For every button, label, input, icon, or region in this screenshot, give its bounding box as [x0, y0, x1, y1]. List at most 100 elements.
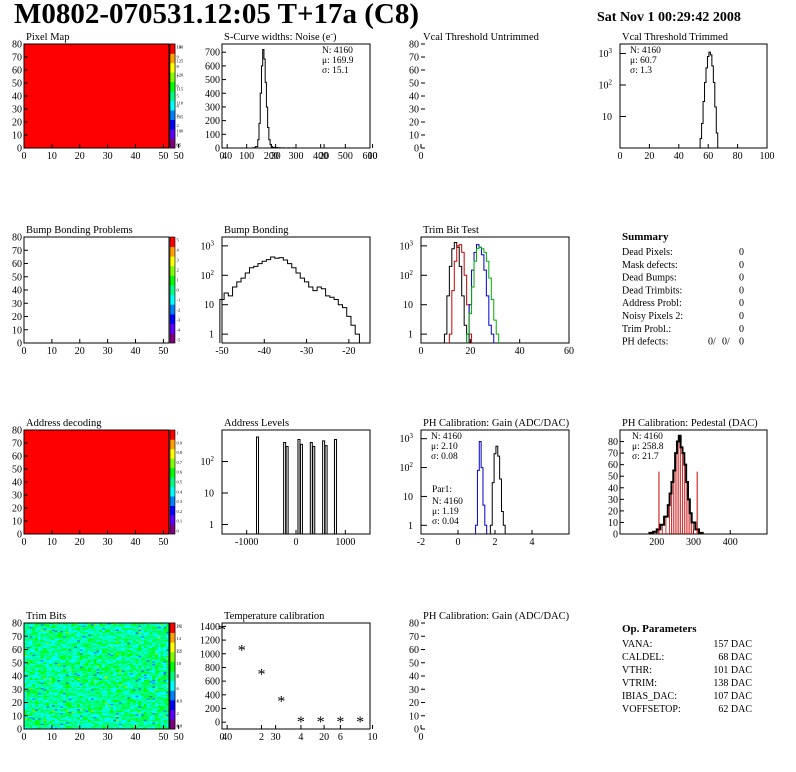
- chart-ph-gain: PH Calibration: Gain (ADC/DAC) -2 0 2 4 103 10…: [400, 418, 570, 548]
- heatmap-cell: [35, 629, 39, 632]
- chart-title: Pixel Map: [26, 32, 69, 43]
- heatmap-cell: [63, 624, 67, 626]
- heatmap-cell: [43, 629, 47, 632]
- palette-label: 5: [177, 94, 180, 99]
- y-tick-label: 40: [12, 478, 22, 489]
- heatmap-cell: [74, 628, 78, 630]
- heatmap-cell: [32, 625, 36, 628]
- heatmap-cell: [32, 623, 36, 625]
- y-tick-label: 80: [409, 40, 419, 51]
- palette-label: 1: [177, 133, 179, 138]
- heatmap-cell: [157, 624, 161, 626]
- palette-swatch: [170, 458, 175, 469]
- address-level-spike: [299, 443, 303, 534]
- heatmap-cell: [143, 626, 147, 629]
- heatmap-cell: [143, 628, 147, 630]
- heatmap-cell: [118, 623, 122, 625]
- heatmap-cell: [157, 626, 161, 629]
- heatmap-cell: [127, 624, 131, 626]
- heatmap-cell: [74, 626, 78, 629]
- y-tick-label: 10: [602, 112, 612, 123]
- heatmap-cell: [40, 623, 44, 625]
- trim-bit-series: [448, 244, 473, 343]
- y-tick-label: 30: [12, 105, 22, 116]
- address-level-spike: [283, 442, 287, 534]
- heatmap-cell: [85, 623, 89, 625]
- heatmap-cell: [146, 629, 150, 632]
- x-tick-label: 1000: [335, 537, 355, 548]
- heatmap-cell: [35, 625, 39, 628]
- histogram-line: [698, 51, 720, 149]
- heatmap-cell: [138, 625, 142, 628]
- y-tick-label: 10: [204, 489, 214, 500]
- chart-title: Address decoding: [26, 418, 102, 429]
- heatmap-fill: [24, 44, 169, 148]
- y-tick-label: 0: [17, 144, 22, 155]
- heatmap-cell: [155, 624, 159, 626]
- y-tick-label: 70: [12, 53, 22, 64]
- heatmap-cell: [132, 623, 136, 625]
- heatmap-cell: [68, 626, 72, 629]
- heatmap-cell: [107, 623, 111, 625]
- heatmap-cell: [141, 630, 145, 633]
- x-tick-label: 400: [313, 151, 328, 162]
- heatmap-cell: [88, 624, 92, 626]
- heatmap-cell: [146, 624, 150, 626]
- heatmap-cell: [149, 624, 153, 626]
- heatmap-cell: [68, 630, 72, 633]
- heatmap-cell: [99, 625, 103, 628]
- palette-label: 120: [177, 73, 185, 78]
- heatmap-cell: [43, 624, 47, 626]
- heatmap-cell: [71, 623, 75, 625]
- heatmap-cell: [152, 628, 156, 630]
- heatmap-cell: [96, 625, 100, 628]
- address-level-spike: [256, 436, 260, 534]
- stats-sigma: σ: 0.08: [431, 452, 458, 462]
- heatmap-cell: [24, 628, 28, 630]
- y-tick-label: 40: [12, 92, 22, 103]
- heatmap-cell: [60, 628, 64, 630]
- palette-frame: [169, 43, 176, 149]
- heatmap-cell: [146, 630, 150, 633]
- heatmap-cell: [102, 624, 106, 626]
- heatmap-cell: [143, 623, 147, 625]
- x-tick-label: 0: [22, 346, 27, 357]
- palette-swatch: [170, 439, 175, 450]
- palette-label: 0.9: [177, 440, 183, 445]
- heatmap-cell: [99, 630, 103, 633]
- chart-scurve-widths: S-Curve widths: Noise (e-)0 100 200 300 400 5…: [205, 29, 378, 162]
- palette-swatch: [170, 333, 175, 344]
- heatmap-cell: [43, 630, 47, 633]
- heatmap-cell: [132, 628, 136, 630]
- histogram-line: [219, 256, 360, 343]
- heatmap-cell: [60, 626, 64, 629]
- heatmap-cell: [63, 626, 67, 629]
- chart-vcal-trimmed: Vcal Threshold Trimmed 0 20 40 60 80 100 103 102…: [599, 32, 775, 162]
- heatmap-cell: [113, 628, 117, 630]
- heatmap-cell: [135, 623, 139, 625]
- heatmap-cell: [37, 629, 42, 632]
- y-tick-label: 102: [599, 78, 613, 91]
- heatmap-cell: [116, 628, 120, 630]
- heatmap-cell: [121, 629, 125, 632]
- x-tick-label: 30: [103, 346, 113, 357]
- par1-entries: N: 4160: [432, 497, 463, 507]
- heatmap-cell: [26, 632, 30, 634]
- trim-bit-series: [443, 242, 470, 343]
- heatmap-cell: [141, 624, 145, 626]
- heatmap-cell: [82, 628, 86, 630]
- heatmap-cell: [51, 624, 55, 626]
- heatmap-cell: [124, 629, 128, 632]
- heatmap-cell: [124, 624, 128, 626]
- y-tick-label: 0: [17, 339, 22, 350]
- heatmap-cell: [152, 629, 156, 632]
- ph-defects-value-1: 0/: [708, 337, 716, 348]
- heatmap-cell: [65, 629, 69, 632]
- y-tick-label: 103: [400, 239, 414, 252]
- heatmap-cell: [79, 624, 83, 626]
- heatmap-cell: [155, 630, 159, 633]
- heatmap-cell: [76, 625, 81, 628]
- heatmap-cell: [99, 623, 103, 625]
- heatmap-cell: [24, 623, 28, 625]
- heatmap-cell: [149, 626, 153, 629]
